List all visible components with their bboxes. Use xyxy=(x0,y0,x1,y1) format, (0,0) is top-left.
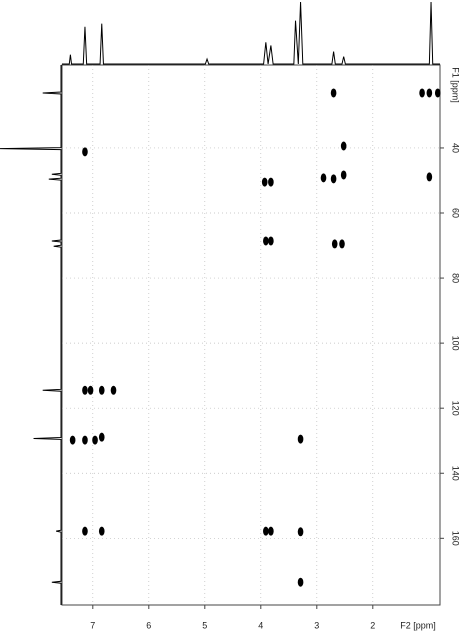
cross-peak xyxy=(340,141,347,151)
cross-peak xyxy=(98,385,105,395)
cross-peak xyxy=(268,177,274,187)
y-tick-label: 120 xyxy=(451,401,461,416)
cross-peak xyxy=(98,432,105,442)
cross-peak xyxy=(426,88,433,98)
cross-peak xyxy=(82,526,88,536)
cross-peak xyxy=(340,170,347,180)
cross-peak xyxy=(263,236,269,246)
cross-peak xyxy=(419,88,425,98)
cross-peak xyxy=(261,177,268,187)
plot-frame xyxy=(61,64,441,606)
y-tick-label: 40 xyxy=(451,143,461,153)
cross-peak xyxy=(82,435,88,445)
y-tick-label: 80 xyxy=(451,273,461,283)
y-axis-title: F1 [ppm] xyxy=(451,67,461,103)
y-tick-label: 140 xyxy=(451,466,461,481)
x-axis-title: F2 [ppm] xyxy=(400,620,436,630)
cross-peak xyxy=(263,526,269,536)
cross-peak xyxy=(297,434,304,444)
cross-peak xyxy=(98,526,105,536)
x-tick-label: 6 xyxy=(146,620,151,630)
y-tick-label: 60 xyxy=(451,208,461,218)
cross-peak xyxy=(339,239,345,249)
cross-peak xyxy=(110,385,117,395)
cross-peak xyxy=(426,172,433,182)
cross-peak xyxy=(87,385,94,395)
x-tick-label: 5 xyxy=(202,620,207,630)
f2-projection xyxy=(62,1,440,65)
cross-peak xyxy=(297,527,304,537)
cross-peak xyxy=(434,88,441,98)
cross-peak xyxy=(82,385,88,395)
x-tick-label: 2 xyxy=(370,620,375,630)
cross-peak xyxy=(268,236,274,246)
cross-peak xyxy=(82,147,88,157)
cross-peak xyxy=(320,173,327,183)
cross-peak xyxy=(331,239,338,249)
x-tick-label: 3 xyxy=(314,620,319,630)
f1-projection xyxy=(0,65,62,605)
x-tick-label: 7 xyxy=(90,620,95,630)
x-tick-label: 4 xyxy=(258,620,263,630)
cross-peak xyxy=(69,435,76,445)
cross-peak xyxy=(297,577,304,587)
cross-peak xyxy=(92,435,98,445)
y-tick-label: 160 xyxy=(451,531,461,546)
cross-peak xyxy=(268,526,274,536)
cross-peak xyxy=(330,88,337,98)
cross-peak xyxy=(330,174,337,184)
y-tick-label: 100 xyxy=(451,336,461,351)
